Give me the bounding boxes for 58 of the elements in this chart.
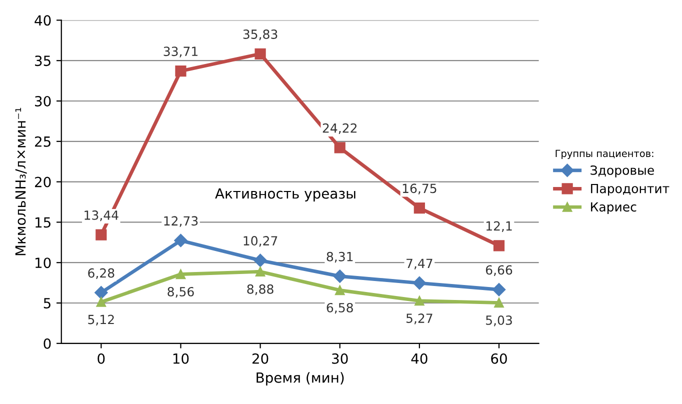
data-label: 8,31: [326, 252, 353, 263]
point: [414, 202, 425, 214]
point: [334, 142, 346, 154]
x-tick-label: 60: [491, 353, 507, 364]
point: [414, 296, 424, 306]
y-tick-label: 25: [35, 136, 50, 147]
x-tick-label: 0: [98, 353, 105, 364]
point: [255, 266, 266, 277]
point: [96, 229, 107, 240]
data-label: 10,27: [244, 236, 278, 247]
y-tick-label: 30: [35, 96, 51, 106]
point: [175, 65, 186, 77]
data-label: 5,27: [406, 314, 432, 324]
y-tick-label: 10: [36, 258, 51, 268]
data-label: 6,66: [486, 265, 512, 276]
y-tick-label: 35: [35, 56, 50, 66]
y-tick-label: 5: [44, 298, 50, 308]
data-label: 6,28: [88, 268, 114, 280]
y-tick-label: 40: [34, 15, 51, 26]
data-label: 35,83: [243, 30, 278, 40]
data-label: 8,56: [168, 286, 194, 298]
legend-label: Здоровые: [590, 165, 654, 178]
legend-label: Пародонтит: [591, 184, 670, 196]
x-tick-label: 10: [173, 353, 189, 364]
y-tick-label: 20: [35, 176, 51, 188]
point: [333, 270, 346, 283]
data-label: 5,03: [486, 315, 512, 326]
point: [494, 298, 504, 308]
point: [254, 48, 266, 60]
x-tick-label: 30: [332, 353, 348, 364]
y-axis-title: МкмольNH₃/л×мин⁻¹: [15, 108, 27, 256]
x-axis-title: Время (мин): [256, 372, 344, 386]
data-label: 24,22: [322, 123, 357, 134]
legend-title: Группы пациентов:: [556, 150, 654, 159]
x-tick-label: 40: [411, 353, 428, 364]
data-label: 12,1: [486, 221, 512, 232]
data-label: 8,88: [247, 284, 274, 296]
point: [176, 269, 186, 280]
point: [335, 285, 345, 296]
point: [412, 276, 426, 290]
annotation: Активность уреазы: [215, 188, 356, 202]
data-label: 6,58: [326, 302, 353, 314]
point: [254, 254, 267, 268]
data-label: 7,47: [406, 258, 432, 270]
point: [174, 234, 188, 248]
data-label: 33,71: [164, 46, 198, 58]
x-tick-label: 20: [252, 353, 268, 364]
data-label: 13,44: [84, 210, 118, 222]
legend-label: Кариес: [591, 202, 636, 214]
point: [492, 283, 506, 296]
y-tick-label: 15: [36, 217, 50, 228]
point: [94, 286, 108, 300]
y-tick-label: 0: [44, 338, 51, 349]
data-label: 5,12: [88, 314, 114, 326]
data-label: 12,73: [164, 216, 198, 227]
data-label: 16,75: [402, 184, 436, 194]
point: [96, 297, 106, 307]
point: [493, 240, 505, 252]
